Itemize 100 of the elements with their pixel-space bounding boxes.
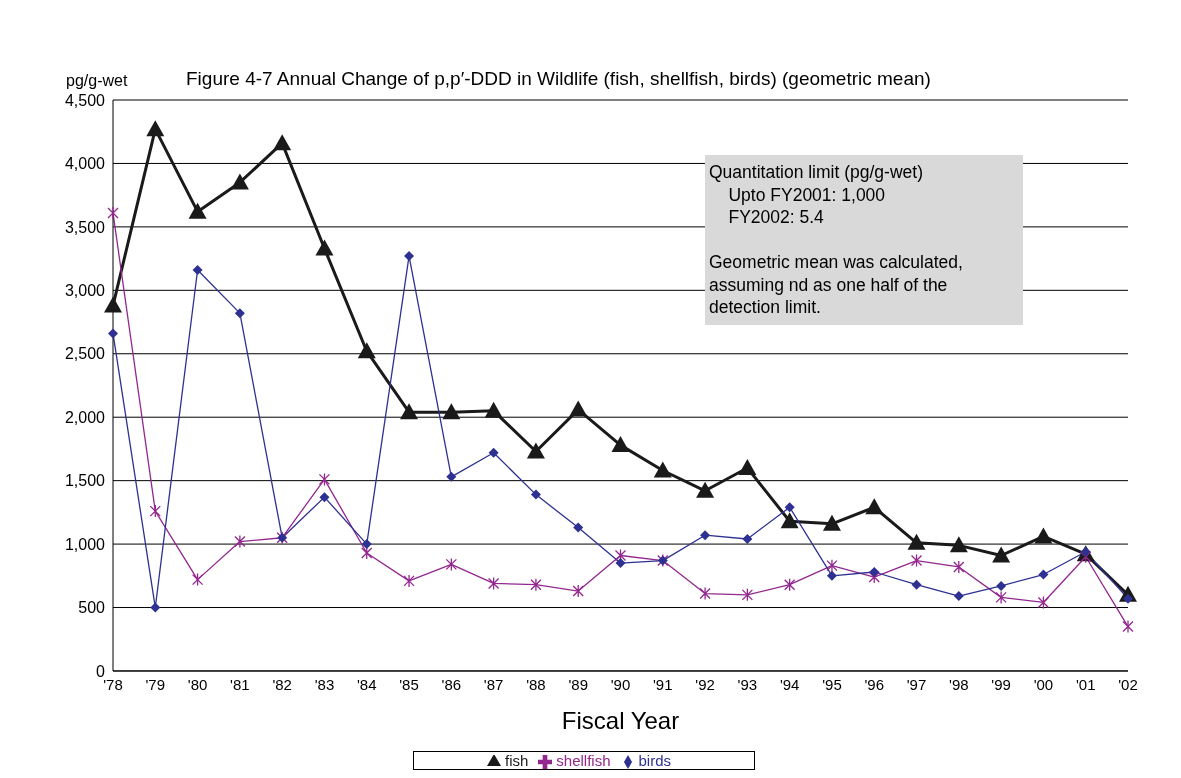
x-tick-label: '95 xyxy=(822,675,842,693)
legend-label: fish xyxy=(504,751,529,769)
x-tick-label: '87 xyxy=(483,675,504,693)
point xyxy=(953,591,964,602)
x-tick-label: '81 xyxy=(230,675,250,693)
point xyxy=(572,584,584,598)
x-tick-label: '84 xyxy=(356,675,377,693)
point xyxy=(784,578,796,592)
point xyxy=(1122,619,1134,634)
point xyxy=(826,570,837,581)
chart-title: Figure 4-7 Annual Change of p,p′-DDD in Wildlife (fish, shellfish, birds) (geometric mean) xyxy=(186,68,931,90)
x-tick-label: '02 xyxy=(1118,675,1138,693)
x-tick-label: '96 xyxy=(864,675,885,693)
x-axis-title: Fiscal Year xyxy=(561,706,680,734)
point xyxy=(361,546,373,560)
point xyxy=(738,458,757,475)
point xyxy=(911,579,922,590)
x-tick-label: '88 xyxy=(526,675,546,693)
point xyxy=(188,202,207,219)
y-tick-label: 2,500 xyxy=(64,345,106,363)
point xyxy=(315,239,334,256)
point xyxy=(784,502,795,513)
x-tick-label: '92 xyxy=(695,675,715,693)
point xyxy=(149,504,161,518)
point xyxy=(442,403,461,420)
point xyxy=(107,206,119,220)
point xyxy=(230,173,249,190)
point xyxy=(446,471,457,482)
point xyxy=(869,567,880,577)
point xyxy=(234,308,245,319)
point xyxy=(104,296,122,313)
x-tick-label: '82 xyxy=(272,675,292,693)
point xyxy=(569,400,588,417)
point xyxy=(1034,527,1053,544)
legend-label: birds xyxy=(638,751,672,769)
x-tick-label: '97 xyxy=(906,675,927,693)
point xyxy=(319,492,330,503)
x-tick-label: '78 xyxy=(103,675,123,693)
x-tick-label: '86 xyxy=(441,675,462,693)
y-axis-title: pg/g-wet xyxy=(66,72,128,90)
point xyxy=(953,560,965,574)
y-tick-label: 1,500 xyxy=(64,472,106,490)
x-tick-label: '94 xyxy=(779,675,800,693)
x-tick-label: '99 xyxy=(991,675,1011,693)
x-tick-label: '91 xyxy=(653,675,673,693)
point xyxy=(822,514,841,531)
y-tick-label: 500 xyxy=(78,599,106,617)
text: Quantitation limit (pg/g-wet) Upto FY2001: 1,000 FY2002: 5.4 Geometric mean was calculated, assuming nd as one half of the detection limit. xyxy=(709,162,963,317)
point xyxy=(907,533,926,550)
point xyxy=(699,586,711,601)
x-tick-label: '01 xyxy=(1075,675,1096,693)
point xyxy=(700,530,711,541)
point xyxy=(1038,569,1049,580)
y-tick-label: 2,000 xyxy=(64,408,106,426)
point xyxy=(741,588,754,602)
point xyxy=(742,534,753,545)
y-tick-label: 4,500 xyxy=(64,91,106,109)
point xyxy=(865,498,884,515)
point xyxy=(318,472,331,487)
point xyxy=(826,559,838,573)
point xyxy=(146,120,165,137)
point xyxy=(484,401,503,418)
x-tick-label: '80 xyxy=(187,675,208,693)
point xyxy=(530,489,541,500)
point xyxy=(868,570,880,584)
point xyxy=(996,580,1007,591)
point xyxy=(273,134,292,151)
point xyxy=(150,602,161,613)
point xyxy=(445,557,457,572)
point xyxy=(696,481,715,498)
point xyxy=(615,558,626,569)
x-tick-label: '85 xyxy=(399,675,419,693)
point xyxy=(530,578,542,592)
point xyxy=(488,447,499,458)
x-tick-label: '89 xyxy=(568,675,588,693)
point xyxy=(526,442,545,459)
y-tick-label: 3,500 xyxy=(64,218,106,236)
point xyxy=(357,342,376,359)
y-tick-label: 1,000 xyxy=(64,535,106,553)
point xyxy=(1037,595,1050,610)
point xyxy=(995,590,1007,605)
x-tick-label: '00 xyxy=(1033,675,1054,693)
point xyxy=(361,539,372,550)
x-tick-label: '93 xyxy=(737,675,758,693)
point xyxy=(192,265,203,276)
point xyxy=(611,436,630,453)
point xyxy=(108,328,118,339)
point xyxy=(614,548,627,563)
point xyxy=(191,572,204,587)
x-tick-label: '83 xyxy=(314,675,335,693)
y-tick-label: 0 xyxy=(96,662,106,680)
point xyxy=(404,251,415,262)
point xyxy=(780,512,799,529)
y-tick-label: 3,000 xyxy=(64,282,106,299)
point xyxy=(653,461,672,478)
legend-label: shellfish xyxy=(556,751,611,769)
point xyxy=(403,574,415,588)
point xyxy=(487,576,500,591)
point xyxy=(573,522,584,533)
point xyxy=(992,546,1011,563)
